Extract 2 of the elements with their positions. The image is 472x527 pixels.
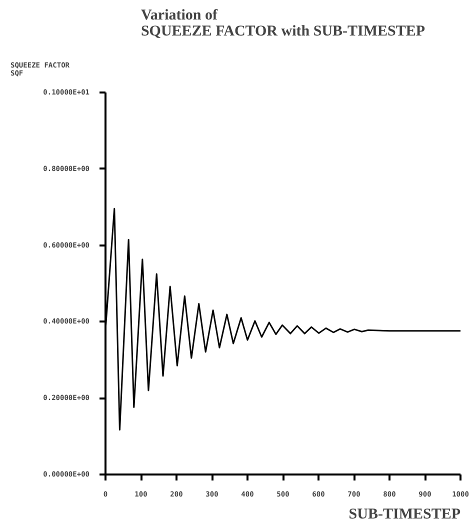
x-axis-title: SUB-TIMESTEP [348,506,461,522]
chart-title: Variation of SQUEEZE FACTOR with SUB-TIMESTEP [140,8,426,40]
